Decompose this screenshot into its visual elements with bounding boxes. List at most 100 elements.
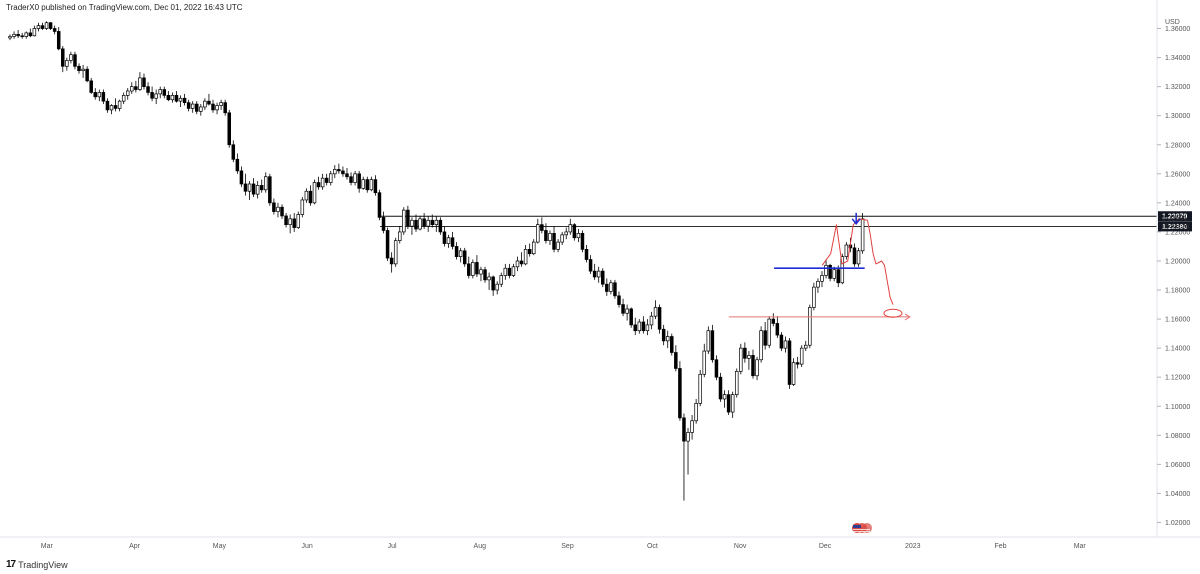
candle-bearish (341, 170, 345, 175)
candle-bullish (121, 95, 126, 102)
candle-bullish (856, 250, 861, 265)
candle-bullish (312, 182, 317, 204)
price-tag (1158, 211, 1192, 222)
candle-bullish (860, 218, 865, 252)
x-tick-label: Nov (734, 543, 747, 550)
y-tick-label: 1.08000 (1165, 433, 1190, 440)
candle-bearish (316, 182, 321, 188)
candle-bearish (454, 246, 459, 257)
candle-bearish (483, 269, 487, 281)
candle-bearish (48, 22, 53, 29)
candle-bullish (804, 344, 808, 349)
candle-bearish (828, 264, 832, 279)
candle-bullish (203, 100, 207, 108)
candle-bullish (255, 185, 260, 195)
candle-bullish (418, 218, 422, 230)
candle-bearish (763, 330, 767, 346)
candle-bearish (174, 95, 179, 102)
price-tag (1158, 221, 1192, 232)
x-tick-label: Dec (819, 543, 832, 550)
candle-bearish (166, 95, 171, 101)
current-price-label: 1.22591 (1162, 215, 1187, 222)
candle-bearish (20, 35, 24, 37)
candle-bullish (759, 330, 763, 361)
candle-bearish (467, 263, 471, 276)
candle-bearish (134, 86, 138, 90)
x-tick-label: Jul (388, 543, 397, 550)
candle-bearish (682, 417, 686, 442)
publisher-caption: TraderX0 published on TradingView.com, D… (6, 3, 243, 12)
down-arrow-head (851, 218, 861, 226)
candle-bullish (81, 68, 85, 72)
candle-bullish (190, 103, 195, 109)
candle-bearish (231, 144, 236, 160)
candle-bearish (284, 215, 288, 226)
y-tick-label: 1.14000 (1165, 346, 1190, 353)
candle-bearish (337, 169, 341, 172)
candle-bearish (779, 334, 784, 349)
candle-bearish (389, 257, 394, 265)
candle-bullish (840, 256, 845, 284)
candle-bearish (422, 218, 426, 227)
candle-bullish (304, 190, 309, 201)
candle-bearish (641, 321, 646, 332)
candle-bullish (596, 270, 601, 278)
target-circle (883, 308, 903, 318)
candle-bearish (592, 270, 597, 278)
x-tick-label: Apr (129, 543, 141, 550)
y-tick-label: 1.28000 (1165, 142, 1190, 149)
candle-bullish (536, 224, 540, 243)
candle-bearish (406, 209, 410, 227)
x-tick-label: Oct (647, 543, 658, 550)
candle-bearish (162, 89, 167, 96)
candle-bullish (446, 237, 451, 244)
candle-bullish (702, 350, 707, 375)
countdown-label: 05:16:26 (1162, 223, 1189, 230)
candle-bearish (182, 97, 187, 103)
candle-bullish (398, 231, 402, 241)
y-tick-label: 1.02000 (1165, 520, 1190, 527)
drawing-annotations (728, 212, 911, 321)
candle-bearish (186, 102, 191, 109)
candle-bullish (361, 179, 365, 189)
candle-bearish (527, 249, 532, 255)
candle-bullish (625, 308, 629, 314)
candle-bullish (130, 86, 134, 92)
price-tag-label: 1.23079 (1162, 214, 1187, 221)
candle-bearish (678, 368, 682, 419)
x-tick-label: Jun (302, 543, 313, 550)
candle-bearish (113, 105, 118, 109)
candle-bullish (328, 173, 333, 183)
candle-bearish (601, 270, 605, 285)
candle-bullish (393, 240, 398, 265)
candle-bullish (109, 105, 114, 111)
candle-bullish (353, 173, 357, 183)
candle-bearish (89, 80, 93, 93)
candle-bullish (560, 234, 564, 243)
candle-bearish (40, 25, 45, 29)
candle-bullish (564, 231, 568, 236)
candle-bullish (730, 394, 735, 413)
candle-bearish (519, 260, 524, 265)
tradingview-footer[interactable]: 17 TradingView (6, 559, 68, 570)
candle-bullish (783, 340, 788, 349)
candle-bearish (146, 86, 150, 93)
y-tick-label: 1.04000 (1165, 491, 1190, 498)
candle-bullish (824, 264, 828, 276)
candle-bearish (588, 259, 593, 272)
candle-bullish (154, 93, 158, 99)
candle-bearish (73, 54, 77, 67)
y-tick-label: 1.36000 (1165, 26, 1190, 33)
candle-bearish (633, 324, 637, 332)
time-axis[interactable]: Mar Apr May Jun Jul Aug Sep Oct Nov Dec 2023 Feb Mar (0, 536, 1200, 550)
candle-bullish (568, 224, 573, 233)
candle-bullish (523, 249, 528, 265)
candle-bearish (726, 394, 731, 413)
candle-bullish (645, 324, 650, 332)
candle-bullish (117, 100, 122, 109)
us-flag-events-icon[interactable] (852, 523, 872, 533)
candle-bullish (739, 347, 743, 372)
price-axis[interactable]: USD 1.36000 1.34000 1.32000 1.30000 1.28000 1… (1156, 0, 1190, 537)
x-tick-label: Mar (1074, 543, 1087, 550)
